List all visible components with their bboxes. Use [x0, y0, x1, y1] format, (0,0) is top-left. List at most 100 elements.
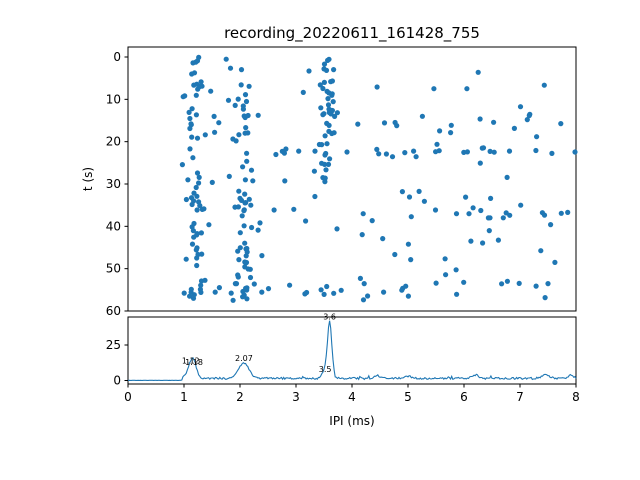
scatter-point: [565, 209, 571, 215]
scatter-point: [188, 286, 194, 292]
scatter-point: [539, 210, 546, 216]
scatter-point: [325, 57, 331, 64]
scatter-point: [303, 218, 309, 224]
scatter-axes-box: [127, 46, 577, 312]
scatter-point: [283, 146, 289, 152]
scatter-point: [321, 79, 327, 85]
scatter-point: [325, 102, 332, 108]
scatter-point: [235, 274, 241, 280]
scatter-point: [380, 236, 386, 242]
scatter-point: [240, 106, 246, 112]
scatter-point: [242, 92, 249, 98]
scatter-point: [311, 168, 317, 174]
scatter-point: [321, 61, 328, 67]
scatter-ylabel: t (s): [81, 167, 95, 191]
scatter-point: [255, 227, 261, 233]
histogram-xaxis: 0 1 2 3 4 5 6 7 8: [124, 384, 580, 404]
scatter-point: [374, 146, 380, 152]
scatter-point: [322, 133, 328, 139]
scatter-point: [198, 79, 204, 85]
scatter-point: [468, 238, 474, 244]
scatter-point: [190, 60, 196, 66]
scatter-point: [454, 291, 460, 297]
scatter-point: [376, 151, 382, 157]
scatter-point: [545, 281, 551, 287]
scatter-point: [338, 287, 344, 293]
scatter-point: [466, 211, 472, 217]
scatter-point: [507, 212, 513, 218]
scatter-point: [194, 135, 201, 141]
tick-label: 8: [572, 390, 580, 404]
scatter-point: [198, 282, 204, 288]
peak-annotation: 3.5: [319, 365, 332, 374]
scatter-point: [516, 280, 522, 286]
scatter-point: [191, 220, 197, 227]
scatter-point: [312, 148, 318, 154]
scatter-point: [189, 134, 195, 140]
scatter-point: [325, 161, 332, 167]
scatter-point: [198, 230, 204, 236]
peak-annotation: 1.12: [182, 357, 200, 366]
scatter-point: [399, 287, 405, 293]
scatter-point: [230, 136, 236, 142]
peak-annotations: 1.121.18 2.07 3.6 3.5: [182, 313, 336, 375]
scatter-point: [453, 267, 459, 273]
scatter-point: [448, 130, 454, 136]
scatter-point: [453, 211, 460, 217]
scatter-point: [324, 283, 330, 290]
scatter-point: [491, 119, 497, 125]
scatter-point: [499, 281, 505, 287]
scatter-point: [334, 110, 340, 116]
scatter-point: [479, 145, 485, 151]
tick-label: 6: [460, 390, 468, 404]
scatter-point: [187, 115, 193, 122]
scatter-point: [194, 193, 200, 199]
scatter-point: [193, 184, 199, 191]
scatter-point: [249, 224, 255, 231]
scatter-point: [242, 191, 248, 197]
scatter-point: [188, 121, 194, 127]
scatter-point: [194, 262, 200, 269]
scatter-point: [232, 102, 238, 108]
scatter-point: [228, 290, 234, 296]
scatter-point: [196, 174, 202, 180]
scatter-point: [548, 222, 554, 228]
scatter-point: [334, 226, 340, 232]
tick-label: 0: [124, 390, 132, 404]
scatter-point: [242, 264, 248, 270]
scatter-point: [433, 149, 439, 155]
scatter-point: [233, 281, 240, 287]
scatter-point: [208, 88, 214, 94]
scatter-point: [225, 97, 232, 103]
tick-label: 25: [106, 338, 121, 352]
scatter-point: [237, 230, 243, 236]
scatter-point: [331, 67, 337, 73]
scatter-point: [238, 67, 245, 73]
scatter-point: [246, 196, 252, 202]
scatter-point: [442, 256, 448, 262]
scatter-point: [328, 107, 334, 113]
scatter-point: [487, 148, 493, 154]
scatter-point: [255, 112, 261, 118]
scatter-point: [461, 279, 467, 285]
scatter-point: [403, 283, 409, 289]
scatter-point: [194, 255, 200, 261]
scatter-point: [357, 275, 363, 281]
tick-label: 0: [113, 50, 121, 64]
histogram-axes-box: [127, 316, 577, 385]
scatter-point: [244, 150, 250, 156]
scatter-point: [197, 83, 203, 90]
scatter-point: [251, 281, 257, 287]
scatter-point: [209, 179, 215, 185]
scatter-point: [506, 148, 513, 154]
scatter-point: [500, 215, 506, 221]
scatter-point: [181, 290, 187, 296]
scatter-point: [477, 160, 483, 166]
histogram-yaxis: 0 25: [106, 338, 128, 388]
scatter-point: [182, 93, 188, 99]
scatter-point: [488, 195, 494, 201]
scatter-point: [355, 121, 361, 127]
scatter-point: [287, 282, 293, 288]
scatter-points-group: [179, 54, 578, 303]
tick-label: 2: [236, 390, 244, 404]
